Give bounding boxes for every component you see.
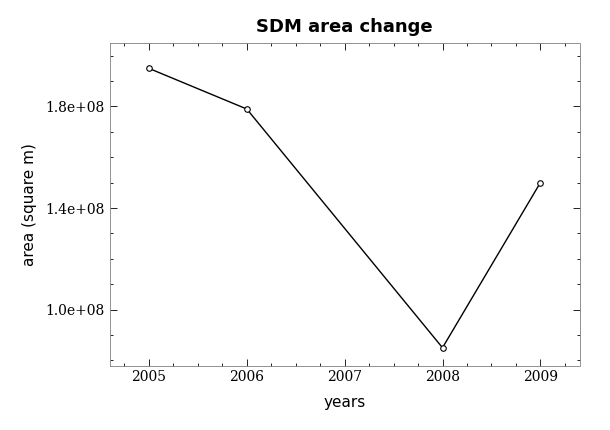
X-axis label: years: years (323, 396, 366, 411)
Y-axis label: area (square m): area (square m) (22, 143, 37, 266)
Title: SDM area change: SDM area change (256, 18, 433, 36)
